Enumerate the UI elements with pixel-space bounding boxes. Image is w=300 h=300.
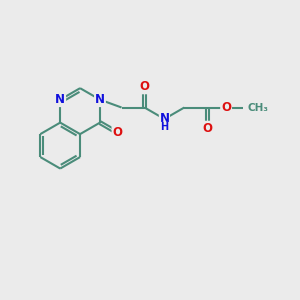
Text: N: N <box>95 93 105 106</box>
Text: O: O <box>112 126 122 139</box>
Text: CH₃: CH₃ <box>248 103 269 112</box>
Text: O: O <box>202 122 212 135</box>
Text: O: O <box>140 80 149 93</box>
Text: H: H <box>160 122 169 132</box>
Text: N: N <box>55 93 65 106</box>
Text: N: N <box>159 112 170 125</box>
Text: O: O <box>221 101 231 114</box>
